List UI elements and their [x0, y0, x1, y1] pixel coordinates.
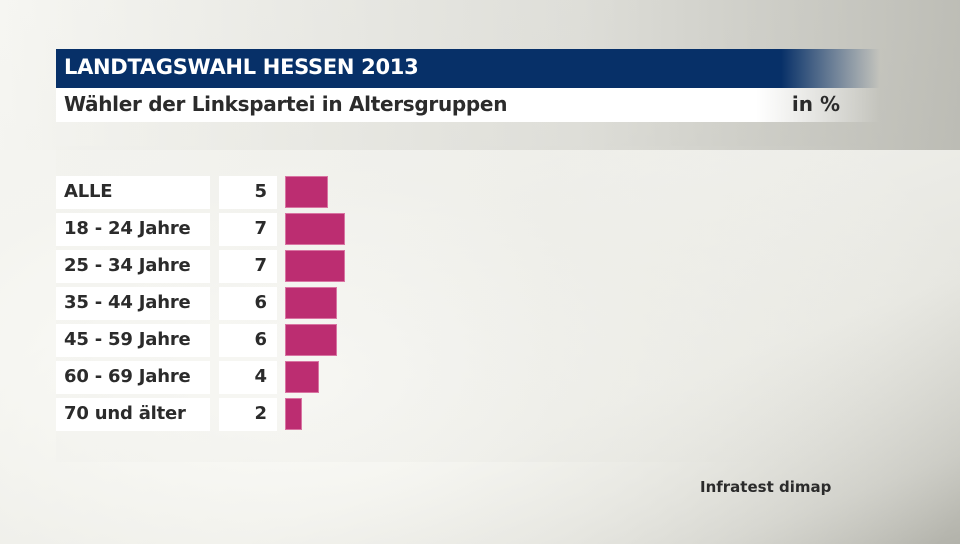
category-label-cell: ALLE — [56, 176, 210, 209]
value-label: 6 — [254, 329, 267, 350]
category-label-cell: 45 - 59 Jahre — [56, 324, 210, 357]
title-bar: LANDTAGSWAHL HESSEN 2013 — [56, 49, 880, 88]
category-label: 25 - 34 Jahre — [64, 255, 191, 276]
value-cell: 7 — [219, 213, 277, 246]
value-cell: 5 — [219, 176, 277, 209]
unit-label: in % — [791, 92, 840, 116]
value-cell: 6 — [219, 324, 277, 357]
bar — [285, 361, 319, 393]
value-label: 2 — [254, 403, 267, 424]
value-label: 7 — [254, 255, 267, 276]
category-label: 18 - 24 Jahre — [64, 218, 191, 239]
value-label: 7 — [254, 218, 267, 239]
value-cell: 7 — [219, 250, 277, 283]
bar — [285, 176, 328, 208]
category-label: 45 - 59 Jahre — [64, 329, 191, 350]
value-label: 4 — [254, 366, 267, 387]
chart-subtitle: Wähler der Linkspartei in Altersgruppen — [64, 92, 508, 116]
value-cell: 6 — [219, 287, 277, 320]
chart-row: 70 und älter 2 — [56, 398, 880, 431]
chart-row: 18 - 24 Jahre 7 — [56, 213, 880, 246]
category-label-cell: 70 und älter — [56, 398, 210, 431]
category-label: 60 - 69 Jahre — [64, 366, 191, 387]
value-cell: 4 — [219, 361, 277, 394]
chart-row: 60 - 69 Jahre 4 — [56, 361, 880, 394]
chart-row: 45 - 59 Jahre 6 — [56, 324, 880, 357]
chart-row: ALLE 5 — [56, 176, 880, 209]
category-label: ALLE — [64, 181, 113, 202]
category-label: 35 - 44 Jahre — [64, 292, 191, 313]
bar — [285, 324, 337, 356]
bar — [285, 250, 345, 282]
category-label-cell: 60 - 69 Jahre — [56, 361, 210, 394]
chart-row: 25 - 34 Jahre 7 — [56, 250, 880, 283]
category-label: 70 und älter — [64, 403, 186, 424]
bar — [285, 287, 337, 319]
category-label-cell: 35 - 44 Jahre — [56, 287, 210, 320]
value-cell: 2 — [219, 398, 277, 431]
chart-title: LANDTAGSWAHL HESSEN 2013 — [64, 55, 419, 79]
category-label-cell: 18 - 24 Jahre — [56, 213, 210, 246]
bar — [285, 398, 302, 430]
category-label-cell: 25 - 34 Jahre — [56, 250, 210, 283]
subtitle-bar: Wähler der Linkspartei in Altersgruppen … — [56, 88, 880, 122]
bar — [285, 213, 345, 245]
value-label: 6 — [254, 292, 267, 313]
chart-row: 35 - 44 Jahre 6 — [56, 287, 880, 320]
source-label: Infratest dimap — [700, 478, 832, 496]
value-label: 5 — [254, 181, 267, 202]
